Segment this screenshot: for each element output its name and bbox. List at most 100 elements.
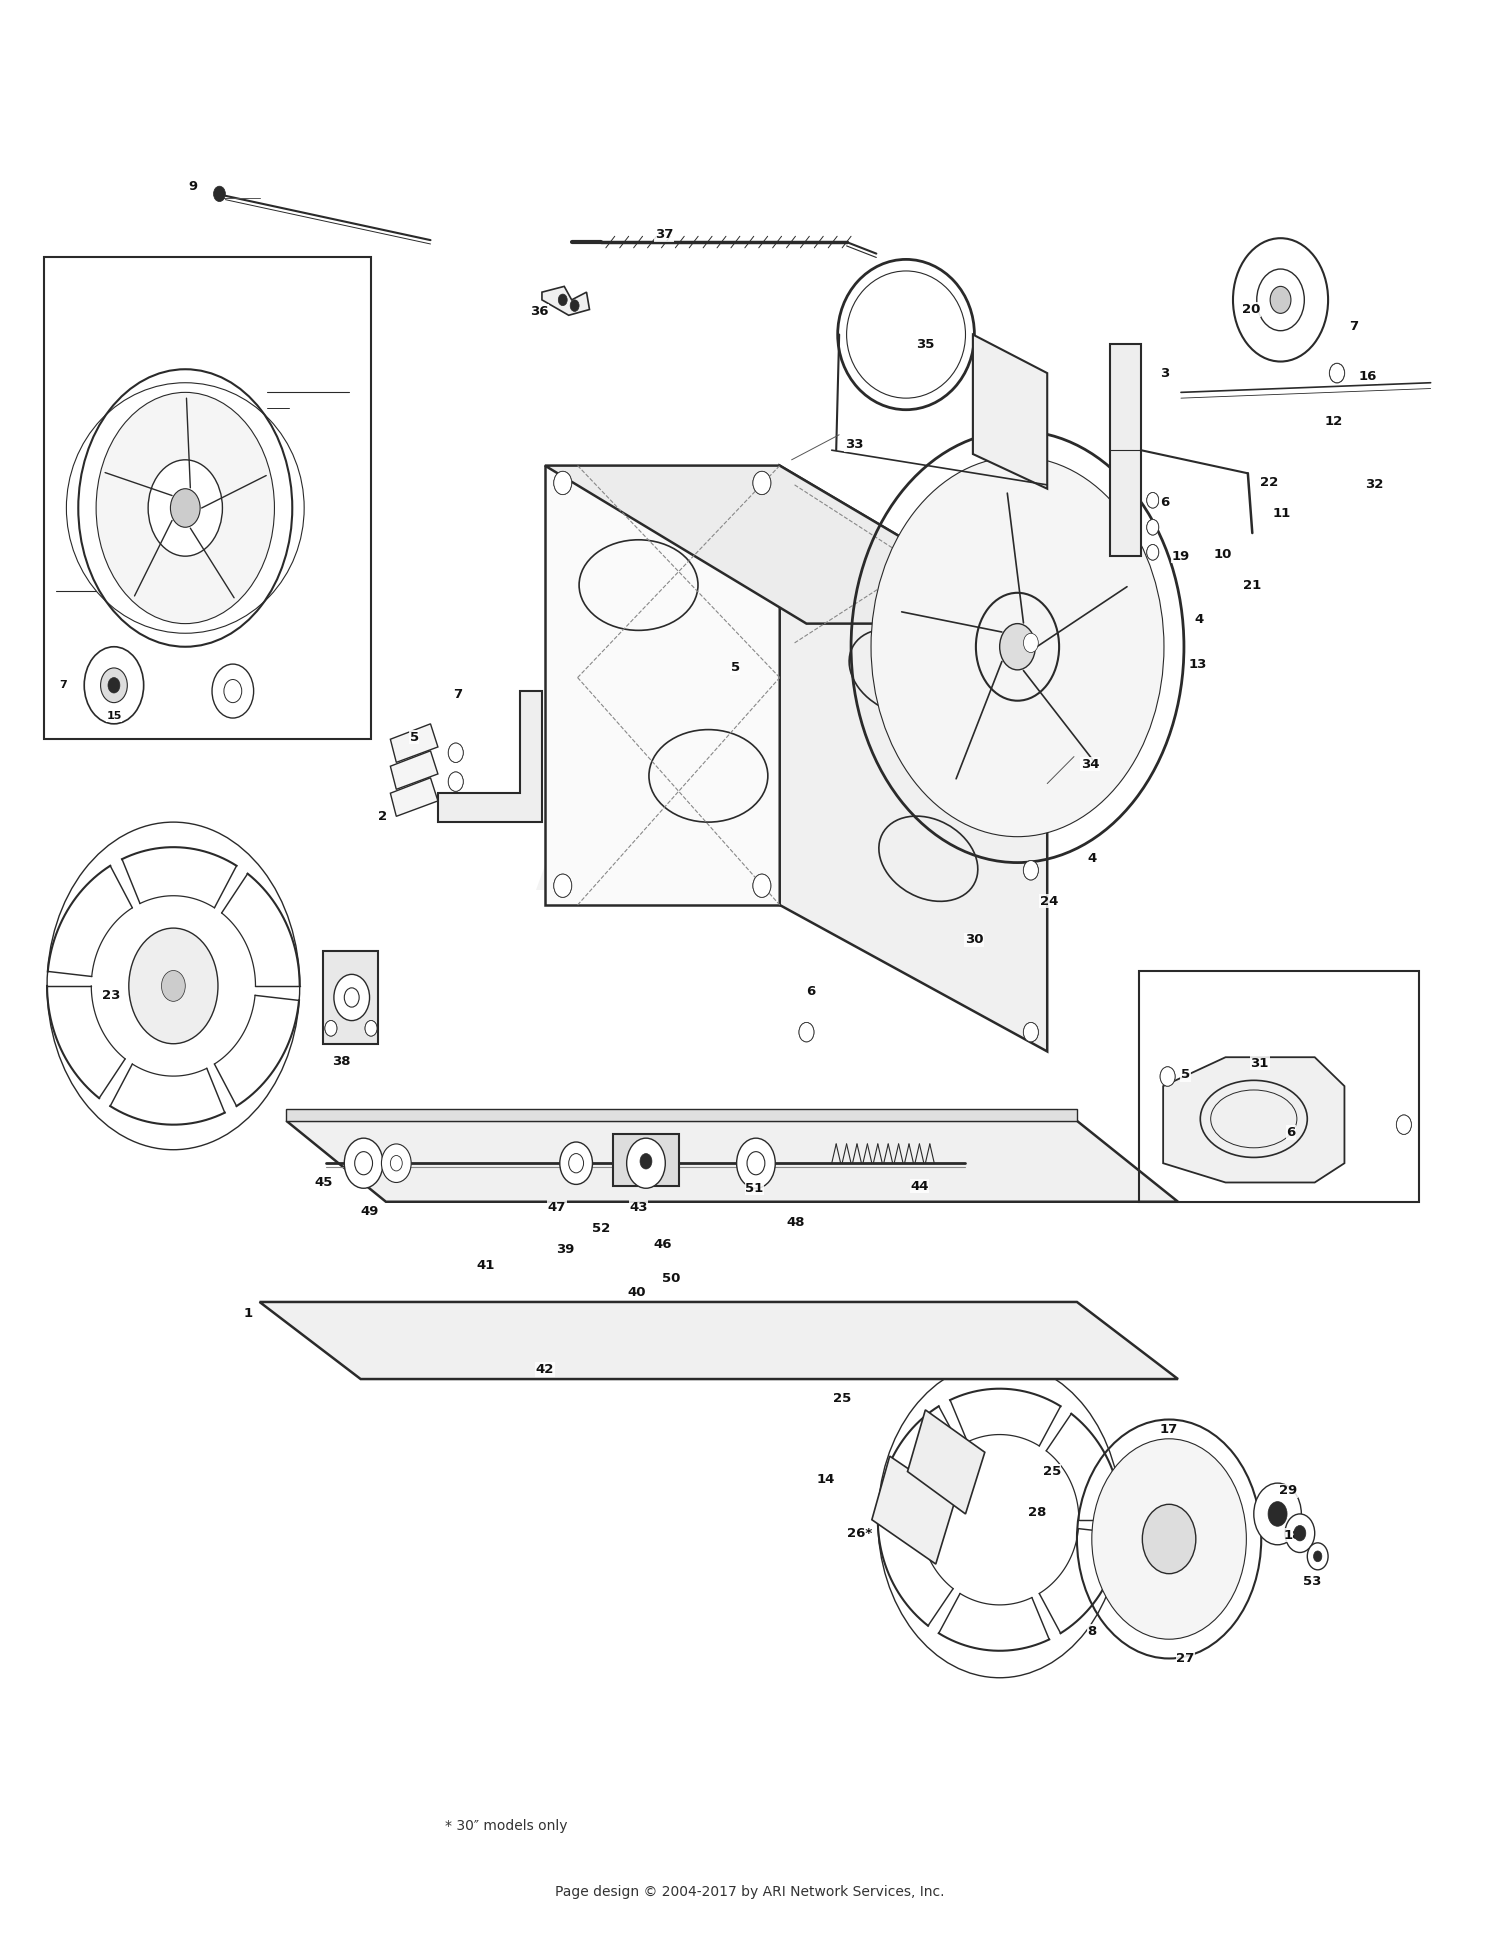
Text: 26*: 26*: [847, 1528, 873, 1539]
Text: 10: 10: [1214, 547, 1231, 561]
Circle shape: [1254, 1483, 1302, 1545]
Text: 33: 33: [844, 439, 864, 450]
Polygon shape: [390, 724, 438, 763]
Bar: [1140, 970, 1419, 1201]
Polygon shape: [324, 951, 378, 1044]
Circle shape: [345, 1137, 382, 1188]
Text: 46: 46: [652, 1238, 672, 1250]
Circle shape: [554, 472, 572, 495]
Text: 21: 21: [1244, 578, 1262, 592]
Circle shape: [560, 1141, 592, 1184]
Text: 39: 39: [556, 1244, 574, 1256]
Circle shape: [1329, 363, 1344, 382]
Text: 38: 38: [332, 1054, 351, 1068]
Polygon shape: [438, 691, 542, 823]
Circle shape: [96, 392, 274, 623]
Text: 36: 36: [530, 305, 548, 318]
Circle shape: [1270, 287, 1292, 313]
Polygon shape: [390, 751, 438, 790]
Polygon shape: [908, 1409, 986, 1514]
Text: 53: 53: [1302, 1574, 1322, 1588]
Text: 20: 20: [1242, 303, 1260, 316]
Polygon shape: [544, 466, 780, 905]
Text: 13: 13: [1188, 658, 1206, 670]
Polygon shape: [1162, 1058, 1344, 1182]
Text: 4: 4: [1088, 852, 1096, 866]
Text: 35: 35: [916, 338, 934, 351]
Polygon shape: [614, 1134, 678, 1186]
Circle shape: [1023, 633, 1038, 652]
Circle shape: [326, 1021, 338, 1036]
Text: 34: 34: [1082, 757, 1100, 771]
Circle shape: [148, 460, 222, 557]
Circle shape: [334, 974, 369, 1021]
Circle shape: [554, 873, 572, 897]
Text: ARI: ARI: [534, 741, 906, 930]
Text: 37: 37: [654, 227, 674, 241]
Polygon shape: [1110, 344, 1142, 557]
Text: 24: 24: [1040, 895, 1058, 908]
Polygon shape: [286, 1108, 1077, 1120]
Circle shape: [1023, 860, 1038, 879]
Circle shape: [381, 1143, 411, 1182]
Circle shape: [1268, 1502, 1287, 1526]
Circle shape: [627, 1137, 666, 1188]
Circle shape: [448, 743, 464, 763]
Text: 47: 47: [548, 1201, 566, 1213]
Text: 6: 6: [1287, 1126, 1296, 1139]
Polygon shape: [542, 287, 590, 314]
Text: 25: 25: [1042, 1465, 1060, 1477]
Text: 15: 15: [106, 710, 122, 722]
Text: 17: 17: [1160, 1423, 1178, 1436]
Text: 9: 9: [188, 181, 198, 192]
Text: 6: 6: [1160, 495, 1170, 509]
Text: 1: 1: [243, 1306, 252, 1320]
Text: 3: 3: [1160, 367, 1170, 380]
Polygon shape: [974, 334, 1047, 489]
Bar: [44, 258, 370, 740]
Circle shape: [213, 186, 225, 202]
Circle shape: [1143, 1504, 1196, 1574]
Circle shape: [108, 677, 120, 693]
Circle shape: [871, 456, 1164, 837]
Circle shape: [1308, 1543, 1328, 1570]
Circle shape: [1148, 493, 1158, 509]
Circle shape: [1148, 545, 1158, 561]
Circle shape: [632, 1141, 662, 1180]
Circle shape: [224, 679, 242, 703]
Text: 18: 18: [1282, 1530, 1302, 1541]
Text: 5: 5: [410, 732, 419, 743]
Polygon shape: [780, 466, 1047, 1052]
Circle shape: [1148, 520, 1158, 536]
Circle shape: [1092, 1438, 1246, 1640]
Text: 28: 28: [1028, 1506, 1045, 1518]
Circle shape: [736, 1137, 776, 1188]
Text: 7: 7: [453, 689, 462, 701]
Circle shape: [999, 623, 1035, 670]
Circle shape: [800, 1023, 814, 1042]
Polygon shape: [286, 1120, 1178, 1201]
Circle shape: [129, 928, 218, 1044]
Text: 40: 40: [628, 1285, 646, 1299]
Polygon shape: [260, 1302, 1178, 1378]
Text: 42: 42: [536, 1363, 554, 1376]
Text: 4: 4: [1194, 613, 1203, 627]
Text: 5: 5: [1180, 1068, 1190, 1081]
Text: 12: 12: [1324, 415, 1342, 427]
Polygon shape: [390, 778, 438, 817]
Circle shape: [1023, 1023, 1038, 1042]
Circle shape: [171, 489, 200, 528]
Text: * 30″ models only: * 30″ models only: [446, 1819, 568, 1832]
Circle shape: [558, 295, 567, 305]
Text: 14: 14: [816, 1473, 836, 1485]
Text: 45: 45: [315, 1176, 333, 1190]
Text: 16: 16: [1359, 371, 1377, 384]
Circle shape: [1314, 1551, 1322, 1563]
Circle shape: [162, 970, 186, 1002]
Text: 6: 6: [807, 986, 816, 998]
Circle shape: [1294, 1526, 1306, 1541]
Text: 41: 41: [477, 1260, 495, 1271]
Circle shape: [1396, 1114, 1411, 1134]
Text: 22: 22: [1260, 476, 1278, 489]
Text: 27: 27: [1176, 1652, 1194, 1665]
